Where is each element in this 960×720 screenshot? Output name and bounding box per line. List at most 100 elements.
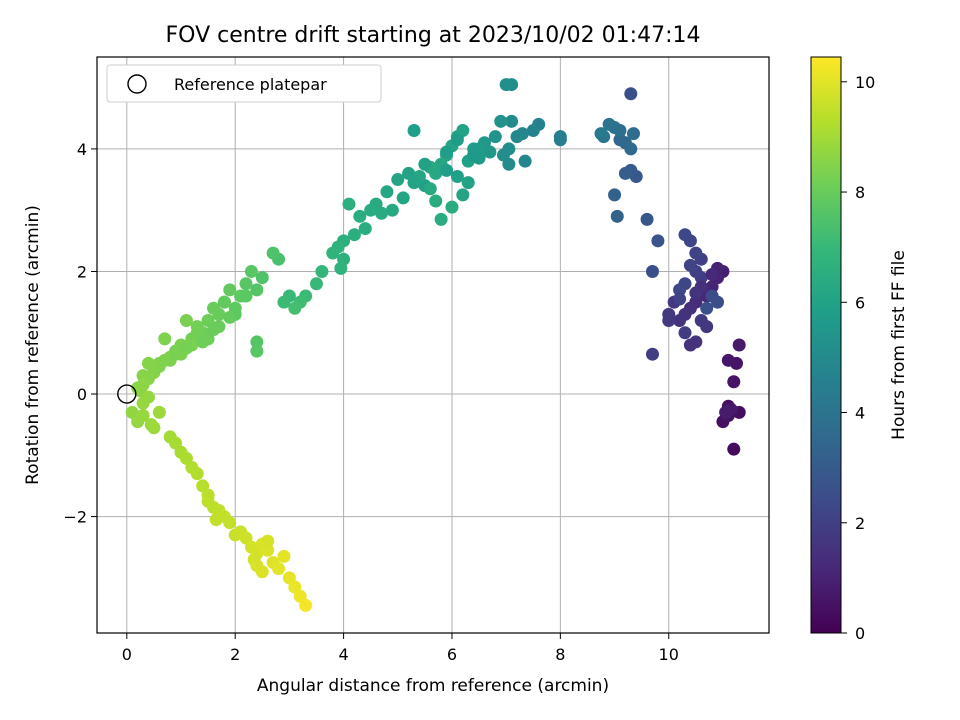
data-point	[299, 598, 313, 612]
x-tick-label: 0	[122, 645, 132, 664]
colorbar-tick-label: 6	[855, 293, 865, 312]
data-point	[526, 124, 540, 138]
data-point	[732, 338, 746, 352]
data-point	[207, 301, 221, 315]
data-point	[272, 562, 286, 576]
data-point	[510, 130, 524, 144]
data-point	[705, 268, 719, 282]
data-point	[700, 320, 714, 334]
data-point	[499, 78, 513, 92]
data-point	[440, 145, 454, 159]
legend-label-reference: Reference platepar	[174, 75, 327, 94]
colorbar-ticks: 0 2 4 6 8 10	[841, 73, 875, 643]
x-tick-label: 6	[447, 645, 457, 664]
legend: Reference platepar	[106, 64, 382, 103]
data-point	[288, 301, 302, 315]
data-point	[450, 169, 464, 183]
data-point	[261, 534, 275, 548]
data-point	[461, 176, 475, 190]
data-point	[358, 222, 372, 236]
data-point	[456, 188, 470, 202]
data-point	[315, 264, 329, 278]
data-point	[418, 157, 432, 171]
data-point	[266, 246, 280, 260]
data-point	[353, 209, 367, 223]
data-point	[207, 323, 221, 337]
data-point	[678, 228, 692, 242]
data-point	[683, 338, 697, 352]
data-point	[494, 114, 508, 128]
data-point	[334, 261, 348, 275]
data-point	[347, 228, 361, 242]
data-point	[277, 295, 291, 309]
data-point	[190, 467, 204, 481]
data-point	[342, 197, 356, 211]
data-point	[239, 277, 253, 291]
colorbar-tick-label: 4	[855, 404, 865, 423]
data-point	[553, 130, 567, 144]
data-point	[429, 194, 443, 208]
data-point	[223, 283, 237, 297]
data-point	[375, 206, 389, 220]
data-point	[505, 114, 519, 128]
data-point	[624, 87, 638, 101]
data-point	[518, 154, 532, 168]
data-point	[627, 127, 641, 141]
data-point	[261, 543, 275, 557]
data-point	[250, 559, 264, 573]
data-point	[678, 326, 692, 340]
data-point	[645, 347, 659, 361]
data-point	[179, 313, 193, 327]
data-point	[719, 405, 733, 419]
data-point	[385, 203, 399, 217]
y-axis-label: Rotation from reference (arcmin)	[23, 205, 43, 485]
data-point	[158, 353, 172, 367]
colorbar-label: Hours from first FF file	[889, 250, 909, 440]
data-point	[244, 264, 258, 278]
data-point	[700, 301, 714, 315]
y-tick-label: −2	[63, 508, 87, 527]
data-point	[445, 200, 459, 214]
data-point	[217, 295, 231, 309]
y-tick-label: 0	[77, 385, 87, 404]
data-point	[239, 289, 253, 303]
reference-platepar-marker	[117, 384, 137, 404]
data-point	[472, 142, 486, 156]
data-point	[610, 209, 624, 223]
data-point	[440, 163, 454, 177]
data-point	[141, 390, 155, 404]
data-point	[640, 212, 654, 226]
colorbar-tick-label: 10	[855, 73, 875, 92]
colorbar-tick-label: 0	[855, 624, 865, 643]
data-point	[309, 277, 323, 291]
data-point	[196, 335, 210, 349]
data-point	[711, 295, 725, 309]
data-point	[201, 494, 215, 508]
y-tick-label: 2	[77, 262, 87, 281]
x-tick-label: 2	[230, 645, 240, 664]
data-point	[673, 313, 687, 327]
data-point	[223, 310, 237, 324]
data-point	[396, 191, 410, 205]
colorbar-tick-label: 2	[855, 514, 865, 533]
data-point	[488, 130, 502, 144]
data-point	[651, 234, 665, 248]
data-point	[608, 188, 622, 202]
x-tick-label: 10	[659, 645, 679, 664]
y-tick-label: 4	[77, 140, 87, 159]
data-point	[434, 212, 448, 226]
data-point	[673, 283, 687, 297]
data-point	[326, 246, 340, 260]
data-point	[727, 442, 741, 456]
data-point	[602, 117, 616, 131]
y-axis-ticks: −2 0 2 4	[63, 140, 97, 527]
data-point	[502, 142, 516, 156]
x-axis-ticks: 0 2 4 6 8 10	[122, 633, 679, 664]
legend-box	[106, 64, 382, 103]
data-point	[645, 264, 659, 278]
data-point	[277, 549, 291, 563]
data-point	[250, 283, 264, 297]
data-point	[380, 185, 394, 199]
data-point	[391, 173, 405, 187]
